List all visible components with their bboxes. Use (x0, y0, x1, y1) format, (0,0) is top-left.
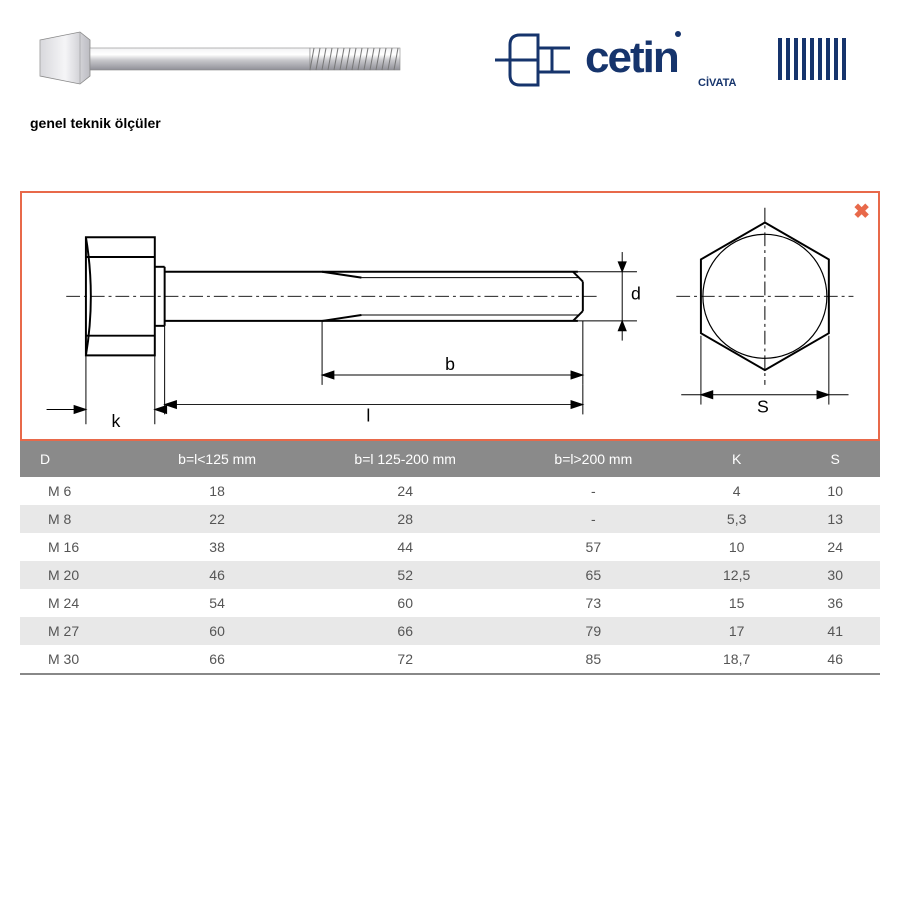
table-row: M 3066728518,746 (20, 645, 880, 674)
col-header: D (20, 441, 127, 477)
subtitle-text: genel teknik ölçüler (30, 115, 900, 131)
col-header: S (790, 441, 880, 477)
table-row: M 245460731536 (20, 589, 880, 617)
spec-table: D b=l<125 mm b=l 125-200 mm b=l>200 mm K… (20, 441, 880, 675)
col-header: b=l>200 mm (504, 441, 683, 477)
dim-d-label: d (631, 283, 641, 303)
technical-diagram: ✖ (20, 191, 880, 441)
logo-text: cetin (585, 33, 678, 82)
dim-s-label: S (757, 396, 769, 416)
dim-k-label: k (112, 411, 121, 431)
table-header-row: D b=l<125 mm b=l 125-200 mm b=l>200 mm K… (20, 441, 880, 477)
table-body: M 61824-410 M 82228-5,313 M 163844571024… (20, 477, 880, 674)
table-row: M 163844571024 (20, 533, 880, 561)
brand-logo: cetin CİVATA (490, 20, 870, 100)
col-header: K (683, 441, 790, 477)
dim-l-label: l (366, 405, 370, 425)
header: cetin CİVATA (0, 0, 900, 110)
table-row: M 82228-5,313 (20, 505, 880, 533)
table-row: M 276066791741 (20, 617, 880, 645)
close-icon[interactable]: ✖ (853, 199, 870, 224)
bolt-photo (30, 20, 410, 100)
logo-subtext: CİVATA (698, 76, 737, 89)
bolt-diagram-svg: d b l k (22, 193, 878, 439)
col-header: b=l 125-200 mm (307, 441, 504, 477)
dim-b-label: b (445, 354, 455, 374)
table-row: M 61824-410 (20, 477, 880, 505)
col-header: b=l<125 mm (127, 441, 306, 477)
table-row: M 2046526512,530 (20, 561, 880, 589)
